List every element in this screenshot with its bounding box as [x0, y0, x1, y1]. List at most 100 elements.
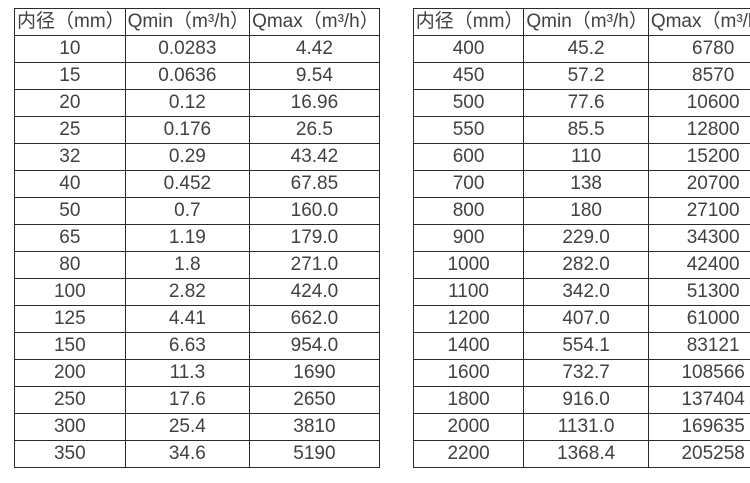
cell-qmin: 17.6	[124, 386, 251, 414]
cell-qmax: 662.0	[249, 305, 380, 333]
header-qmax: Qmax（m³/h）	[647, 8, 750, 36]
table-row: 32 0.29 43.42	[14, 143, 380, 171]
cell-diameter: 20	[14, 89, 126, 117]
cell-qmax: 160.0	[249, 197, 380, 225]
table-row: 400 45.2 6780	[412, 35, 750, 63]
cell-qmax: 271.0	[249, 251, 380, 279]
cell-diameter: 450	[412, 62, 525, 90]
cell-qmin: 2.82	[124, 278, 251, 306]
cell-qmin: 1.19	[124, 224, 251, 252]
cell-diameter: 1800	[412, 386, 525, 414]
cell-qmin: 1368.4	[523, 440, 649, 468]
cell-diameter: 1400	[412, 332, 525, 360]
cell-qmax: 83121	[647, 332, 750, 360]
cell-qmin: 45.2	[523, 35, 649, 63]
cell-qmax: 16.96	[249, 89, 380, 117]
header-qmin: Qmin（m³/h）	[523, 8, 649, 36]
table-row: 150 6.63 954.0	[14, 332, 380, 360]
cell-qmax: 15200	[647, 143, 750, 171]
cell-qmax: 169635	[647, 413, 750, 441]
flow-rate-tables: 内径（mm） Qmin（m³/h） Qmax（m³/h） 10 0.0283 4…	[14, 8, 750, 468]
cell-qmin: 34.6	[124, 440, 251, 468]
cell-qmax: 5190	[249, 440, 380, 468]
table-row: 1100 342.0 51300	[412, 278, 750, 306]
table-row: 65 1.19 179.0	[14, 224, 380, 252]
cell-diameter: 1000	[412, 251, 525, 279]
table-row: 800 180 27100	[412, 197, 750, 225]
cell-qmin: 4.41	[124, 305, 251, 333]
cell-diameter: 800	[412, 197, 525, 225]
table-row: 550 85.5 12800	[412, 116, 750, 144]
cell-qmax: 20700	[647, 170, 750, 198]
cell-qmax: 179.0	[249, 224, 380, 252]
table-row: 1600 732.7 108566	[412, 359, 750, 387]
table-row: 100 2.82 424.0	[14, 278, 380, 306]
cell-qmax: 34300	[647, 224, 750, 252]
table-row: 20 0.12 16.96	[14, 89, 380, 117]
table-row: 15 0.0636 9.54	[14, 62, 380, 90]
flow-table-large-diameters: 内径（mm） Qmin（m³/h） Qmax（m³/h） 400 45.2 67…	[412, 8, 750, 468]
table-row: 125 4.41 662.0	[14, 305, 380, 333]
cell-qmax: 3810	[249, 413, 380, 441]
cell-diameter: 25	[14, 116, 126, 144]
cell-qmin: 1.8	[124, 251, 251, 279]
table-row: 450 57.2 8570	[412, 62, 750, 90]
cell-qmin: 57.2	[523, 62, 649, 90]
table-row: 300 25.4 3810	[14, 413, 380, 441]
table-row: 1000 282.0 42400	[412, 251, 750, 279]
cell-qmin: 0.0636	[124, 62, 251, 90]
cell-qmin: 6.63	[124, 332, 251, 360]
cell-qmin: 916.0	[523, 386, 649, 414]
cell-qmin: 0.7	[124, 197, 251, 225]
header-row: 内径（mm） Qmin（m³/h） Qmax（m³/h）	[14, 8, 380, 36]
cell-diameter: 80	[14, 251, 126, 279]
cell-qmin: 342.0	[523, 278, 649, 306]
cell-qmin: 110	[523, 143, 649, 171]
cell-diameter: 100	[14, 278, 126, 306]
cell-qmin: 0.12	[124, 89, 251, 117]
table-row: 1400 554.1 83121	[412, 332, 750, 360]
table-row: 1200 407.0 61000	[412, 305, 750, 333]
cell-qmax: 108566	[647, 359, 750, 387]
cell-qmin: 138	[523, 170, 649, 198]
cell-qmin: 1131.0	[523, 413, 649, 441]
table-row: 25 0.176 26.5	[14, 116, 380, 144]
header-qmax: Qmax（m³/h）	[249, 8, 380, 36]
cell-qmax: 42400	[647, 251, 750, 279]
cell-diameter: 550	[412, 116, 525, 144]
table-row: 10 0.0283 4.42	[14, 35, 380, 63]
cell-qmin: 554.1	[523, 332, 649, 360]
header-diameter: 内径（mm）	[412, 8, 525, 36]
cell-diameter: 900	[412, 224, 525, 252]
cell-qmin: 732.7	[523, 359, 649, 387]
cell-diameter: 700	[412, 170, 525, 198]
cell-diameter: 1600	[412, 359, 525, 387]
cell-qmax: 61000	[647, 305, 750, 333]
cell-diameter: 2200	[412, 440, 525, 468]
table-row: 600 110 15200	[412, 143, 750, 171]
table-row: 200 11.3 1690	[14, 359, 380, 387]
cell-qmin: 0.29	[124, 143, 251, 171]
table-row: 2200 1368.4 205258	[412, 440, 750, 468]
cell-qmax: 10600	[647, 89, 750, 117]
cell-diameter: 40	[14, 170, 126, 198]
table-row: 2000 1131.0 169635	[412, 413, 750, 441]
table-row: 50 0.7 160.0	[14, 197, 380, 225]
cell-diameter: 10	[14, 35, 126, 63]
cell-qmax: 26.5	[249, 116, 380, 144]
cell-diameter: 65	[14, 224, 126, 252]
table-row: 250 17.6 2650	[14, 386, 380, 414]
flow-table-small-diameters: 内径（mm） Qmin（m³/h） Qmax（m³/h） 10 0.0283 4…	[14, 8, 380, 468]
cell-diameter: 350	[14, 440, 126, 468]
cell-qmax: 6780	[647, 35, 750, 63]
cell-qmin: 282.0	[523, 251, 649, 279]
cell-qmax: 2650	[249, 386, 380, 414]
cell-diameter: 50	[14, 197, 126, 225]
cell-diameter: 250	[14, 386, 126, 414]
cell-qmin: 229.0	[523, 224, 649, 252]
cell-diameter: 200	[14, 359, 126, 387]
table-row: 1800 916.0 137404	[412, 386, 750, 414]
header-row: 内径（mm） Qmin（m³/h） Qmax（m³/h）	[412, 8, 750, 36]
cell-qmin: 11.3	[124, 359, 251, 387]
cell-diameter: 32	[14, 143, 126, 171]
